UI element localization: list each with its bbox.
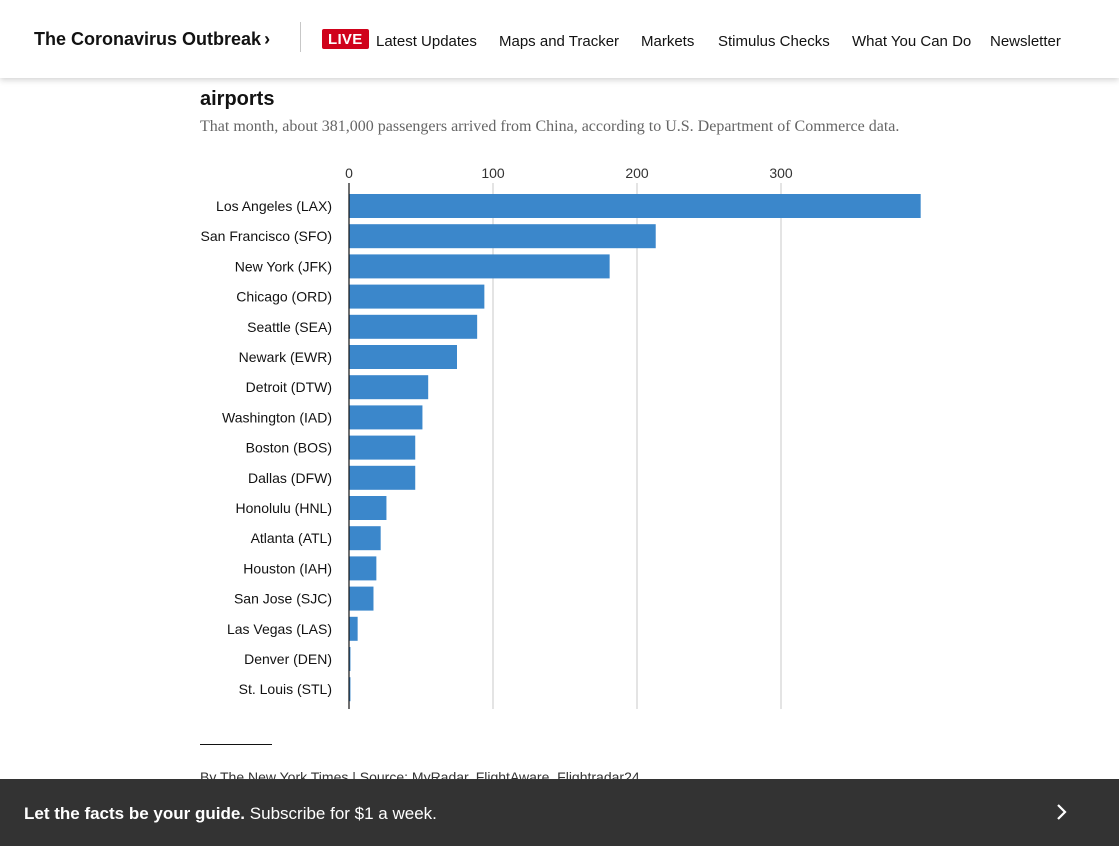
chart-subtitle: That month, about 381,000 passengers arr…: [200, 118, 900, 135]
bar-5: [349, 345, 457, 369]
category-label-0: Los Angeles (LAX): [216, 198, 332, 214]
bar-13: [349, 586, 374, 611]
category-label-15: Denver (DEN): [244, 651, 332, 667]
nav-newsletter[interactable]: Newsletter: [990, 33, 1061, 50]
nav-latest-updates[interactable]: Latest Updates: [376, 33, 477, 50]
section-header: The Coronavirus Outbreak › LIVE Latest Up…: [0, 0, 1119, 78]
bar-7: [349, 405, 423, 430]
chevron-right-icon: ›: [264, 29, 271, 49]
category-label-14: Las Vegas (LAS): [227, 621, 332, 637]
subscribe-message: Let the facts be your guide. Subscribe f…: [24, 804, 437, 824]
bar-1: [349, 224, 656, 249]
category-label-7: Washington (IAD): [222, 409, 332, 425]
x-tick-label-300: 300: [769, 165, 793, 181]
category-label-10: Honolulu (HNL): [236, 500, 332, 516]
bar-6: [349, 375, 429, 400]
x-tick-label-0: 0: [345, 165, 353, 181]
chevron-right-icon[interactable]: [1053, 802, 1071, 822]
bar-4: [349, 314, 478, 339]
header-divider: [300, 22, 301, 52]
category-label-2: New York (JFK): [235, 258, 332, 274]
nav-stimulus-checks[interactable]: Stimulus Checks: [718, 33, 830, 50]
category-label-6: Detroit (DTW): [246, 379, 332, 395]
bar-9: [349, 465, 416, 490]
section-title: The Coronavirus Outbreak: [34, 29, 262, 49]
category-label-4: Seattle (SEA): [247, 319, 332, 335]
category-label-1: San Francisco (SFO): [201, 228, 332, 244]
nav-what-you-can-do[interactable]: What You Can Do: [852, 33, 972, 50]
category-label-11: Atlanta (ATL): [251, 530, 332, 546]
subscribe-offer: Subscribe for $1 a week.: [249, 804, 437, 823]
category-label-9: Dallas (DFW): [248, 470, 332, 486]
x-tick-label-100: 100: [481, 165, 505, 181]
footer-rule: [200, 744, 272, 745]
bar-14: [349, 616, 358, 641]
nav-markets[interactable]: Markets: [641, 33, 695, 50]
chart-title: airports: [200, 88, 275, 110]
bar-3: [349, 284, 485, 309]
subscribe-bold: Let the facts be your guide.: [24, 804, 246, 823]
x-tick-label-200: 200: [625, 165, 649, 181]
category-label-3: Chicago (ORD): [236, 289, 332, 305]
bar-11: [349, 526, 381, 551]
nav-maps-and-tracker[interactable]: Maps and Tracker: [499, 33, 620, 50]
bar-16: [349, 677, 351, 702]
category-label-8: Boston (BOS): [246, 440, 332, 456]
bar-15: [349, 647, 351, 671]
bar-0: [349, 194, 921, 218]
bar-8: [349, 435, 416, 460]
bar-12: [349, 556, 377, 581]
category-label-12: Houston (IAH): [243, 560, 332, 576]
bar-10: [349, 496, 387, 520]
bar-2: [349, 254, 610, 279]
category-label-16: St. Louis (STL): [239, 681, 332, 697]
category-label-5: Newark (EWR): [239, 349, 332, 365]
live-badge[interactable]: LIVE: [322, 29, 369, 49]
section-title-link[interactable]: The Coronavirus Outbreak ›: [34, 29, 270, 50]
subscribe-banner[interactable]: Let the facts be your guide. Subscribe f…: [0, 779, 1119, 846]
category-label-13: San Jose (SJC): [234, 591, 332, 607]
